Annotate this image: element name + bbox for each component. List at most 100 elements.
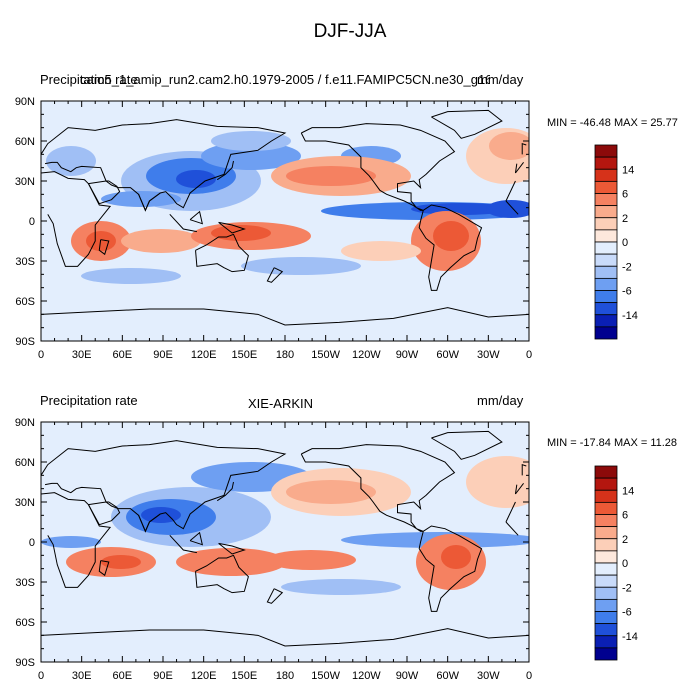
coastline-segment	[514, 163, 518, 174]
coastline-segment	[41, 119, 287, 212]
x-tick-label: 120W	[352, 349, 381, 361]
coastline-segment	[98, 560, 110, 577]
colorbar-swatch	[594, 526, 618, 540]
colorbar-swatch	[594, 241, 618, 255]
colorbar-swatch	[594, 144, 618, 158]
x-tick-label: 60E	[113, 349, 133, 361]
y-tick-label: 0	[29, 216, 35, 228]
colorbar-swatch	[594, 205, 618, 219]
colorbar-swatch	[594, 229, 618, 243]
colorbar-swatch	[594, 217, 618, 231]
coastline-segment	[505, 180, 516, 202]
panel-1-stats: MIN = -46.48 MAX = 25.77	[547, 117, 678, 129]
x-tick-label: 150W	[311, 670, 340, 682]
x-tick-label: 90W	[396, 349, 419, 361]
panel-2-left-title: Precipitation rate	[40, 393, 138, 408]
colorbar-label: 6	[622, 510, 628, 522]
colorbar-swatch	[594, 574, 618, 588]
y-tick-label: 90S	[15, 336, 35, 348]
x-tick-label: 90E	[153, 670, 173, 682]
x-tick-label: 120W	[352, 670, 381, 682]
coastline-segment	[266, 267, 284, 283]
panel-1-coastlines	[41, 109, 529, 326]
coastline-segment	[418, 204, 483, 291]
panel-1-left-title: Precipitation rate	[40, 72, 138, 87]
coastline-segment	[505, 501, 516, 523]
coastline-segment	[169, 534, 197, 554]
x-tick-label: 0	[38, 670, 44, 682]
coastline-segment	[515, 483, 524, 495]
coastline-segment	[41, 440, 287, 533]
coastline-segment	[431, 430, 503, 460]
coastline-segment	[88, 180, 121, 205]
y-tick-label: 30S	[15, 256, 35, 268]
x-tick-label: 120E	[191, 349, 217, 361]
colorbar-swatch	[594, 501, 618, 515]
coastline-segment	[300, 123, 456, 211]
panel-2-map	[41, 422, 529, 662]
x-tick-label: 180	[276, 349, 294, 361]
coastline-segment	[431, 109, 503, 139]
x-tick-label: 60W	[436, 349, 459, 361]
x-tick-label: 0	[526, 349, 532, 361]
x-tick-label: 90W	[396, 670, 419, 682]
x-tick-label: 0	[38, 349, 44, 361]
coastline-segment	[521, 142, 527, 155]
panel-2-coastlines	[41, 430, 529, 647]
colorbar-swatch	[594, 290, 618, 304]
colorbar-label: -6	[622, 607, 632, 619]
x-tick-label: 180	[276, 670, 294, 682]
colorbar-label: 14	[622, 164, 634, 176]
colorbar-swatch	[594, 253, 618, 267]
coastline-segment	[300, 444, 456, 532]
colorbar-swatch	[594, 623, 618, 637]
colorbar-swatch	[594, 550, 618, 564]
coastline-segment	[138, 513, 161, 533]
colorbar-label: 0	[622, 558, 628, 570]
y-tick-label: 30S	[15, 577, 35, 589]
coastline-segment	[216, 481, 234, 502]
colorbar-swatch	[594, 538, 618, 552]
coastline-segment	[41, 171, 112, 267]
coastline-segment	[514, 484, 518, 495]
coastline-segment	[418, 525, 483, 612]
coastline-segment	[189, 210, 203, 225]
coastline-segment	[169, 213, 197, 233]
colorbar-label: -14	[622, 631, 638, 643]
coastline-segment	[505, 521, 519, 536]
panel-2-center-title: XIE-ARKIN	[248, 396, 314, 411]
colorbar-label: 0	[622, 237, 628, 249]
x-tick-label: 30E	[72, 349, 92, 361]
coastline-segment	[218, 221, 246, 234]
coastline-segment	[266, 588, 284, 604]
panel-2-stats: MIN = -17.84 MAX = 11.28	[547, 437, 678, 449]
coastline-segment	[195, 233, 249, 273]
colorbar-swatch	[594, 314, 618, 328]
colorbar-swatch	[594, 514, 618, 528]
colorbar-swatch	[594, 265, 618, 279]
colorbar-swatch	[594, 586, 618, 600]
colorbar-swatch	[594, 598, 618, 612]
colorbars: 14 6 2 0 -2 -6 -14 14 6 2 0 -2 -6 -14	[594, 144, 638, 661]
panel-1-map	[41, 101, 529, 341]
y-tick-label: 30N	[15, 176, 35, 188]
coastline-segment	[88, 501, 121, 526]
y-tick-label: 0	[29, 537, 35, 549]
x-tick-label: 60E	[113, 670, 133, 682]
coastline-segment	[138, 192, 161, 212]
colorbar-swatch	[594, 489, 618, 503]
colorbar-swatch	[594, 562, 618, 576]
colorbar-label: 2	[622, 213, 628, 225]
map-axes: 0 30E 60E 90E 120E 150E 180 150W 120W 90W 60W 30W 09…	[15, 96, 532, 682]
coastline-segment	[189, 531, 203, 546]
y-tick-label: 90N	[15, 96, 35, 108]
y-tick-label: 90S	[15, 657, 35, 669]
x-tick-label: 30E	[72, 670, 92, 682]
x-tick-label: 150E	[231, 349, 257, 361]
colorbar-swatch	[594, 477, 618, 491]
colorbar-swatch	[594, 302, 618, 316]
coastline-segment	[41, 307, 529, 326]
colorbar-label: 6	[622, 189, 628, 201]
coastline-segment	[505, 200, 519, 215]
page-title: DJF-JJA	[313, 21, 387, 42]
